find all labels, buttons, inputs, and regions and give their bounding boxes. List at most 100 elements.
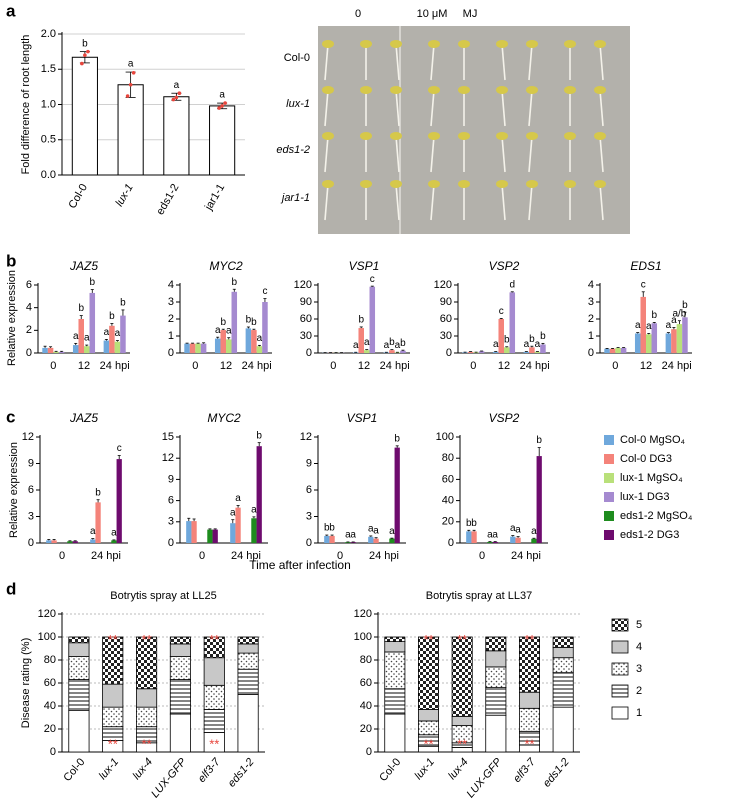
chart-title: VSP2 bbox=[489, 259, 520, 273]
significance-letter: c bbox=[262, 286, 267, 297]
x-tick-label: 24 hpi bbox=[91, 550, 121, 562]
bar bbox=[529, 347, 535, 353]
significance-letter: a bbox=[174, 80, 180, 91]
significance-letter: a bbox=[646, 321, 652, 332]
significance-letter: b bbox=[251, 317, 257, 328]
bar-segment bbox=[203, 684, 225, 710]
significance-letter: b bbox=[389, 337, 395, 348]
seedling-root bbox=[528, 43, 533, 81]
y-tick-label: 20 bbox=[442, 516, 454, 528]
chart-title: MYC2 bbox=[209, 259, 243, 273]
significance-letter: a bbox=[73, 331, 79, 342]
y-tick-label: 9 bbox=[28, 457, 34, 469]
seedling-leaf bbox=[360, 40, 372, 48]
panel-label: a bbox=[6, 1, 16, 20]
bar-segment bbox=[552, 706, 574, 753]
data-point bbox=[128, 82, 133, 87]
bar-segment bbox=[102, 706, 124, 728]
y-tick-label: 12 bbox=[162, 452, 174, 464]
bar bbox=[245, 328, 252, 353]
seedling-leaf bbox=[526, 86, 538, 94]
data-point bbox=[223, 101, 227, 105]
y-tick-label: 3 bbox=[588, 296, 594, 308]
seedling-root bbox=[430, 89, 435, 127]
bar bbox=[368, 536, 374, 543]
bar bbox=[89, 292, 96, 353]
bar bbox=[358, 328, 364, 353]
bar bbox=[329, 535, 335, 543]
bar bbox=[604, 348, 610, 353]
x-tick-label: 0 bbox=[330, 360, 336, 372]
y-tick-label: 90 bbox=[440, 296, 452, 308]
seedling-leaf bbox=[594, 40, 606, 48]
legend-swatch bbox=[611, 684, 629, 698]
data-point bbox=[131, 70, 136, 75]
significance-letter: a bbox=[524, 339, 530, 350]
bar bbox=[534, 351, 541, 353]
significance-letter: a bbox=[257, 333, 263, 344]
y-tick-label: 4 bbox=[26, 302, 32, 314]
x-tick-label: lux-4 bbox=[446, 756, 471, 782]
y-tick-label: 4 bbox=[588, 279, 594, 291]
bar-segment bbox=[237, 668, 259, 695]
seedling-leaf bbox=[564, 132, 576, 140]
x-tick-label: 0 bbox=[470, 360, 476, 372]
significance-letter: b bbox=[89, 277, 95, 288]
seedling-leaf bbox=[496, 132, 508, 140]
bar bbox=[536, 456, 542, 543]
bar bbox=[251, 330, 257, 353]
bar-segment bbox=[417, 709, 439, 722]
bar bbox=[478, 351, 485, 353]
significance-letter: a bbox=[251, 504, 257, 515]
significance-letter: a bbox=[373, 525, 379, 536]
seedling-root bbox=[599, 43, 604, 81]
x-tick-label: 24 hpi bbox=[369, 550, 399, 562]
significance-letter: a bbox=[226, 325, 232, 336]
seedling-root bbox=[430, 183, 435, 221]
significance-letter: b bbox=[682, 300, 688, 311]
y-tick-label: 100 bbox=[354, 631, 372, 643]
significance-letter: a bbox=[368, 524, 374, 535]
y-tick-label: 12 bbox=[300, 431, 312, 443]
bar bbox=[191, 521, 197, 543]
chart-title: VSP1 bbox=[349, 259, 380, 273]
bar-segment bbox=[68, 710, 90, 753]
significance-letter: b bbox=[220, 317, 226, 328]
bar-segment bbox=[384, 641, 406, 653]
bar bbox=[369, 286, 376, 353]
photo bbox=[318, 26, 630, 234]
x-tick-label: 0 bbox=[192, 360, 198, 372]
bar-segment bbox=[552, 672, 574, 708]
bar bbox=[634, 333, 641, 353]
seedling-leaf bbox=[526, 132, 538, 140]
bar-segment bbox=[169, 713, 191, 753]
bar bbox=[78, 319, 84, 353]
x-tick-label: 24 hpi bbox=[242, 360, 272, 372]
bar bbox=[352, 352, 359, 353]
x-tick-label: 24 hpi bbox=[520, 360, 550, 372]
significance-letter: b bbox=[231, 277, 237, 288]
seedling-leaf bbox=[322, 86, 334, 94]
y-tick-label: 3 bbox=[28, 510, 34, 522]
bar bbox=[394, 447, 400, 543]
data-point bbox=[83, 53, 87, 57]
significance-letter: a bbox=[492, 529, 498, 540]
bar-segment bbox=[136, 636, 158, 690]
significance-letter: a bbox=[90, 526, 96, 537]
significance-mark: ** bbox=[524, 632, 534, 647]
y-tick-label: 120 bbox=[354, 608, 372, 620]
data-point bbox=[86, 49, 90, 54]
y-tick-label: 0 bbox=[28, 537, 34, 549]
bar bbox=[117, 84, 144, 176]
significance-letter: c bbox=[641, 279, 646, 290]
bar bbox=[116, 459, 122, 543]
bar bbox=[364, 350, 370, 353]
legend-swatch bbox=[604, 473, 614, 483]
seedling-leaf bbox=[360, 86, 372, 94]
data-point bbox=[80, 61, 84, 66]
bar bbox=[620, 347, 627, 353]
seedling-root bbox=[501, 43, 506, 81]
bar bbox=[226, 339, 232, 353]
y-tick-label: 20 bbox=[44, 723, 56, 735]
bar bbox=[540, 344, 546, 353]
